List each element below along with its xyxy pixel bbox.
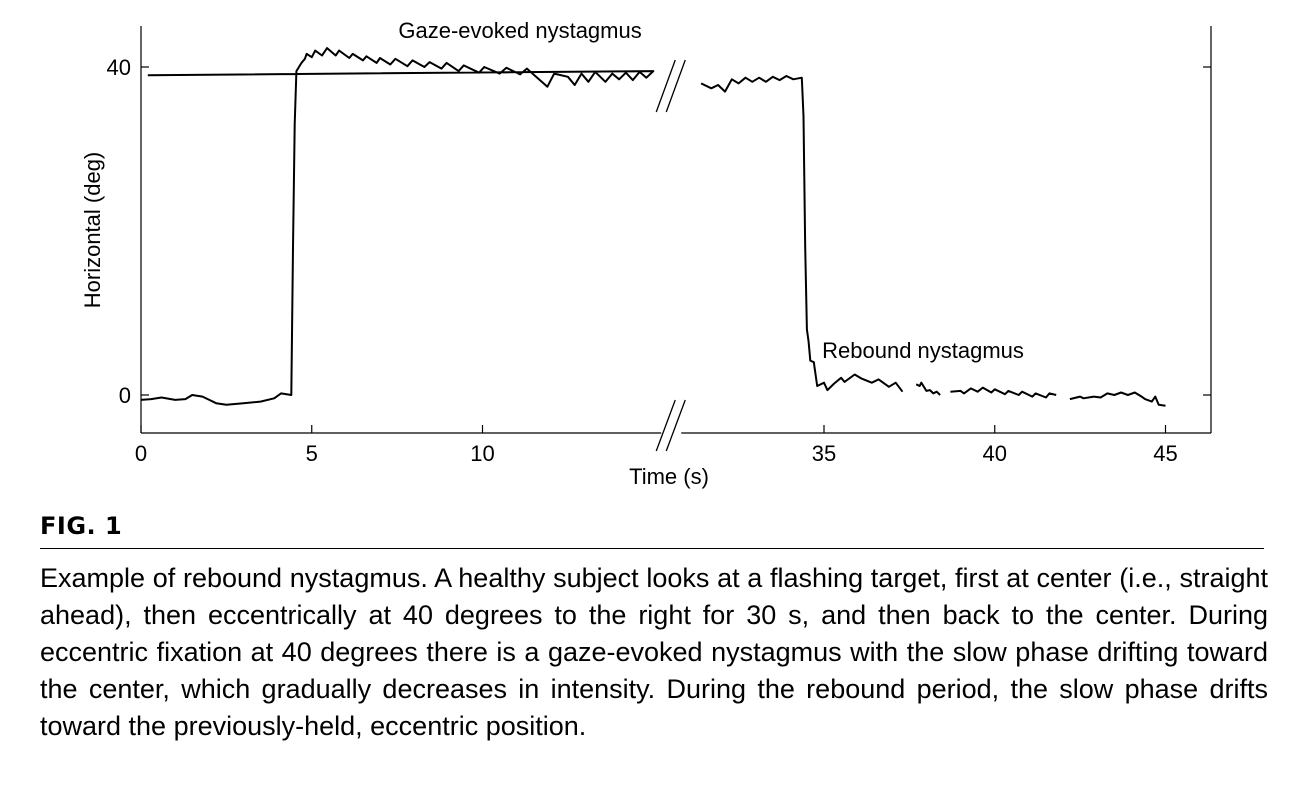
series-line-4 — [950, 386, 1057, 399]
nystagmus-chart: 0 5 10 35 40 45 0 40 Time (s) Horizontal (deg) Ga… — [80, 18, 1212, 489]
series-line-1 — [140, 47, 655, 406]
axis-break-marks — [655, 59, 686, 452]
chart-series — [140, 47, 1166, 407]
series-line-2 — [700, 75, 904, 393]
x-tick-label: 35 — [812, 441, 836, 466]
caption-divider — [40, 548, 1264, 549]
y-tick-label: 0 — [119, 383, 131, 408]
figure-caption: Example of rebound nystagmus. A healthy … — [40, 563, 1268, 741]
y-axis-label: Horizontal (deg) — [80, 152, 105, 309]
annotation-1: Gaze-evoked nystagmus — [398, 18, 641, 43]
x-tick-label: 45 — [1153, 441, 1177, 466]
annotation-2: Rebound nystagmus — [822, 338, 1024, 363]
series-line-3 — [915, 381, 941, 396]
x-tick-label: 40 — [983, 441, 1007, 466]
break-slash-top-2 — [665, 59, 686, 113]
x-axis-label: Time (s) — [629, 464, 709, 489]
break-slash-bottom-1 — [655, 399, 676, 452]
figure-label: FIG. 1 — [40, 512, 123, 540]
break-slash-top-1 — [655, 59, 676, 113]
x-tick-label: 0 — [135, 441, 147, 466]
series-line-5 — [1069, 391, 1166, 407]
chart-labels: Time (s) Horizontal (deg) Gaze-evoked nyst… — [80, 18, 1024, 489]
y-tick-label: 40 — [107, 55, 131, 80]
x-tick-label: 5 — [306, 441, 318, 466]
chart-axes — [140, 26, 1212, 434]
chart-ticks: 0 5 10 35 40 45 0 40 — [107, 55, 1211, 466]
x-tick-label: 10 — [470, 441, 494, 466]
break-slash-bottom-2 — [665, 399, 686, 452]
